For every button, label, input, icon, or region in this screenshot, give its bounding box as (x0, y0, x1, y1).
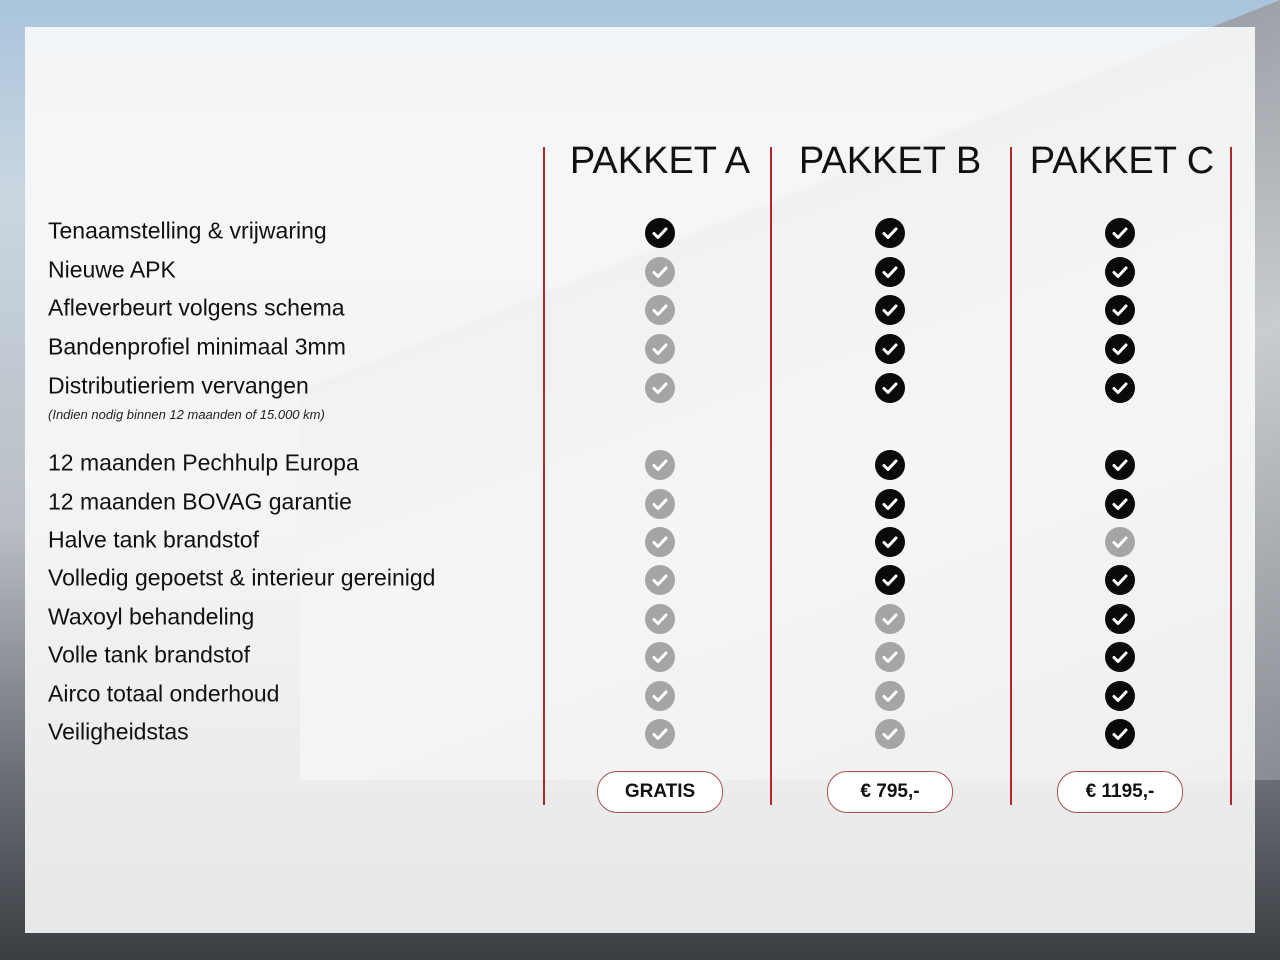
check-circle-icon (1105, 218, 1135, 248)
feature-label: Halve tank brandstof (48, 526, 259, 553)
check-circle-muted-icon (645, 373, 675, 403)
feature-label: Volle tank brandstof (48, 641, 251, 668)
check-circle-icon (1105, 719, 1135, 749)
check-circle-muted-icon (645, 489, 675, 519)
package-header: PAKKET C (1029, 140, 1215, 182)
check-circle-muted-icon (875, 719, 905, 749)
check-circle-icon (1105, 565, 1135, 595)
check-circle-icon (875, 373, 905, 403)
feature-label: 12 maanden BOVAG garantie (48, 488, 352, 515)
feature-label: 12 maanden Pechhulp Europa (48, 449, 359, 476)
check-circle-icon (1105, 334, 1135, 364)
check-circle-icon (1105, 373, 1135, 403)
feature-label: Distributieriem vervangen (48, 372, 309, 399)
check-circle-muted-icon (645, 527, 675, 557)
check-circle-muted-icon (645, 642, 675, 672)
column-divider (1010, 147, 1012, 805)
check-circle-muted-icon (645, 681, 675, 711)
check-circle-icon (875, 450, 905, 480)
check-circle-icon (1105, 604, 1135, 634)
check-circle-icon (875, 489, 905, 519)
check-circle-muted-icon (645, 565, 675, 595)
feature-note: (Indien nodig binnen 12 maanden of 15.00… (48, 407, 325, 422)
feature-label: Tenaamstelling & vrijwaring (48, 217, 327, 244)
feature-label: Volledig gepoetst & interieur gereinigd (48, 564, 436, 591)
check-circle-icon (875, 295, 905, 325)
feature-label: Waxoyl behandeling (48, 603, 255, 630)
feature-label: Nieuwe APK (48, 256, 176, 283)
feature-label: Bandenprofiel minimaal 3mm (48, 333, 346, 360)
check-circle-muted-icon (645, 334, 675, 364)
package-header: PAKKET B (798, 140, 982, 182)
check-circle-icon (1105, 642, 1135, 672)
check-circle-muted-icon (875, 604, 905, 634)
check-circle-muted-icon (875, 642, 905, 672)
column-divider (770, 147, 772, 805)
column-divider (1230, 147, 1232, 805)
check-circle-muted-icon (1105, 527, 1135, 557)
price-button[interactable]: € 795,- (827, 771, 953, 813)
check-circle-icon (875, 334, 905, 364)
feature-label: Airco totaal onderhoud (48, 680, 280, 707)
check-circle-muted-icon (645, 604, 675, 634)
feature-label: Veiligheidstas (48, 718, 189, 745)
feature-label: Afleverbeurt volgens schema (48, 294, 345, 321)
check-circle-icon (875, 527, 905, 557)
check-circle-muted-icon (875, 681, 905, 711)
price-button[interactable]: € 1195,- (1057, 771, 1183, 813)
column-divider (543, 147, 545, 805)
check-circle-icon (1105, 681, 1135, 711)
price-button[interactable]: GRATIS (597, 771, 723, 813)
check-circle-icon (1105, 295, 1135, 325)
check-circle-icon (1105, 450, 1135, 480)
check-circle-icon (645, 218, 675, 248)
check-circle-icon (875, 565, 905, 595)
check-circle-muted-icon (645, 719, 675, 749)
check-circle-icon (875, 257, 905, 287)
check-circle-muted-icon (645, 257, 675, 287)
check-circle-icon (875, 218, 905, 248)
check-circle-icon (1105, 489, 1135, 519)
check-circle-icon (1105, 257, 1135, 287)
package-header: PAKKET A (569, 140, 751, 182)
check-circle-muted-icon (645, 450, 675, 480)
check-circle-muted-icon (645, 295, 675, 325)
